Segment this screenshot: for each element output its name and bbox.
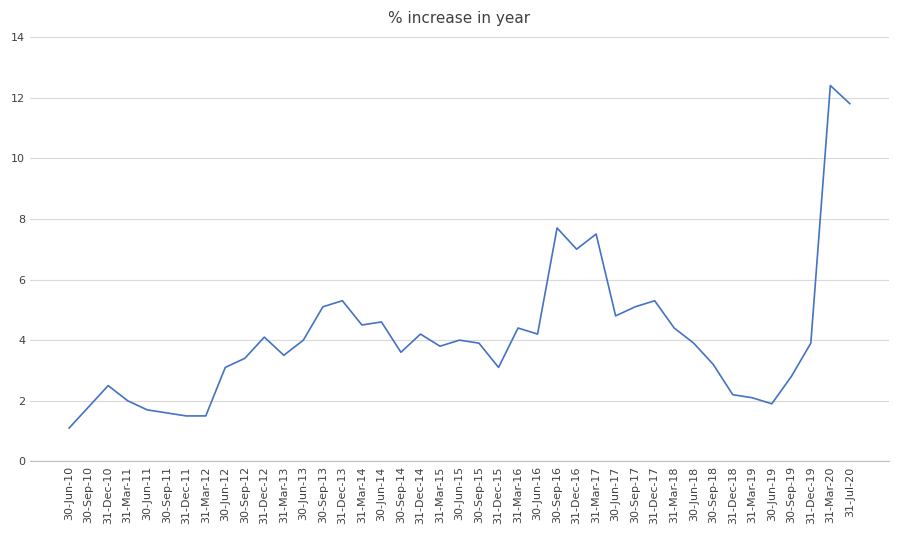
Title: % increase in year: % increase in year: [389, 11, 531, 26]
